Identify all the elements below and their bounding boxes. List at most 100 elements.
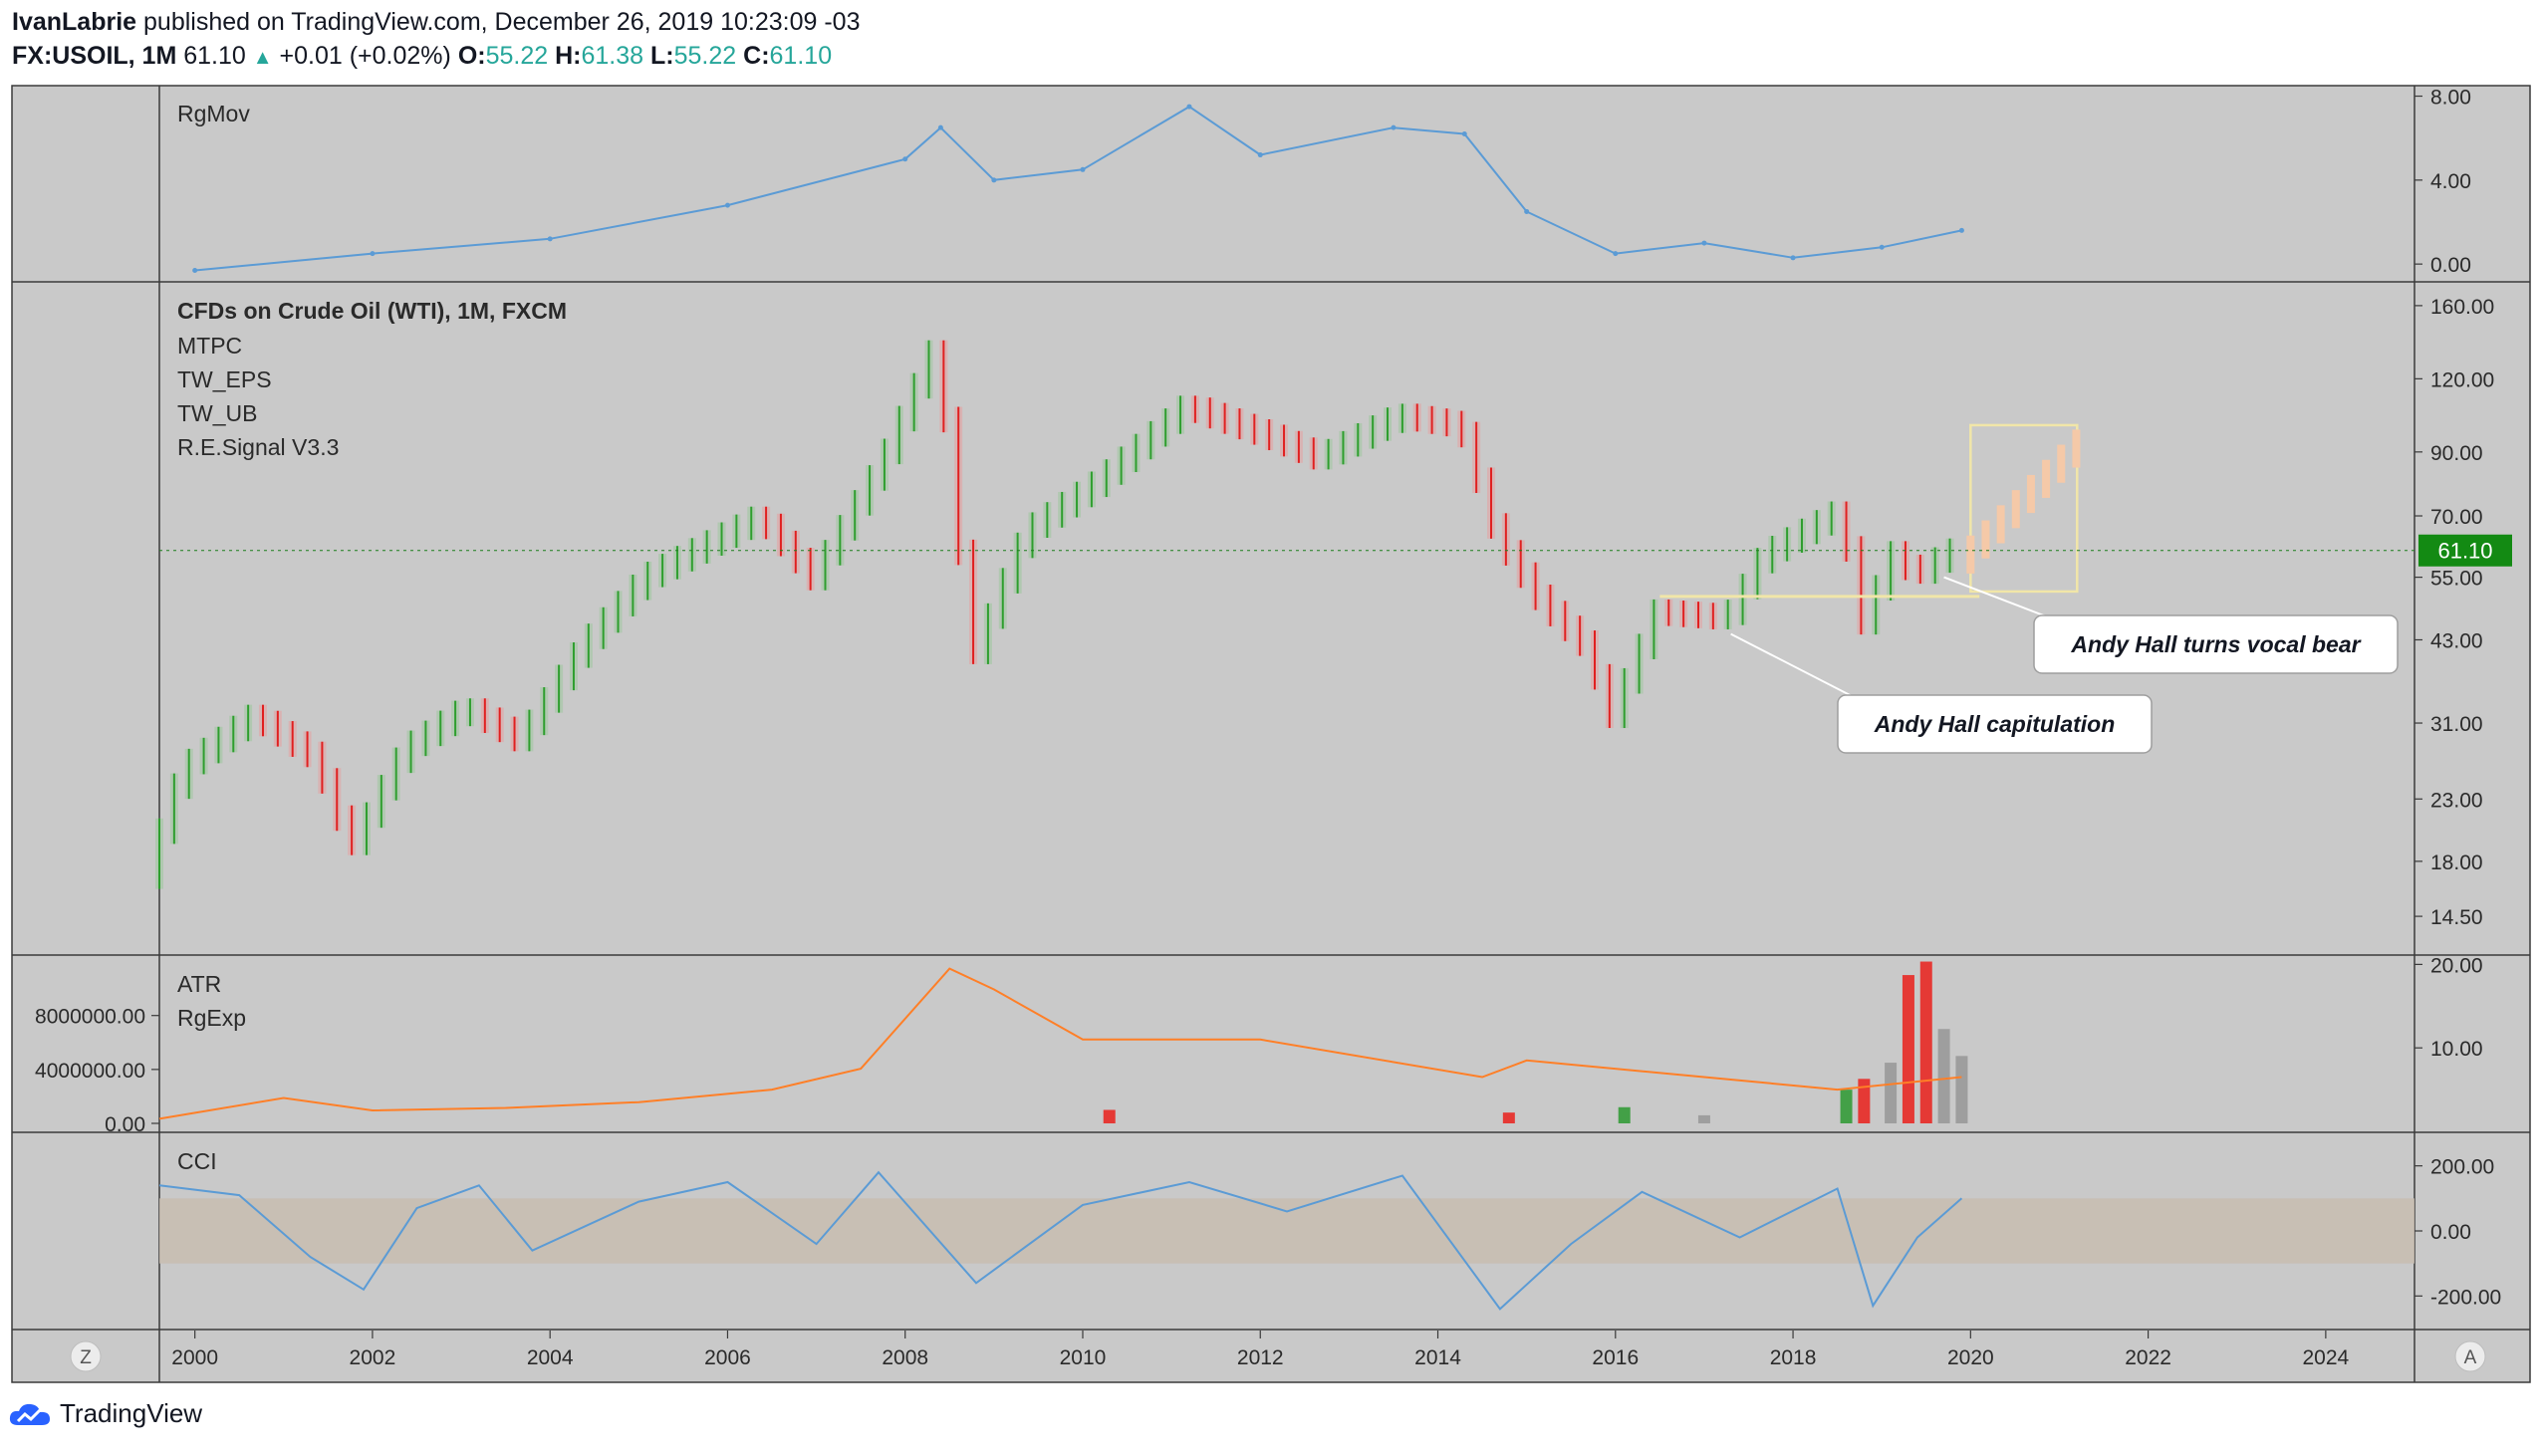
rgmov-point (991, 177, 997, 183)
up-arrow-icon: ▲ (252, 47, 273, 69)
price-y-tick: 160.00 (2430, 296, 2494, 319)
last-price-badge (2418, 534, 2512, 567)
rgmov-point (1524, 208, 1530, 214)
symbol-label[interactable]: FX:USOIL, 1M (12, 42, 177, 70)
x-tick-label: 2012 (1237, 1346, 1284, 1369)
atr-right-tick: 20.00 (2430, 954, 2483, 977)
rgmov-point (1701, 240, 1707, 246)
x-tick-label: 2004 (527, 1346, 574, 1369)
atr-volume-bar (1502, 1112, 1515, 1123)
x-tick-label: 2020 (1947, 1346, 1994, 1369)
atr-left-tick: 0.00 (105, 1113, 145, 1136)
low-label: L: (650, 42, 674, 70)
x-tick-label: 2016 (1592, 1346, 1639, 1369)
atr-volume-bar (1955, 1056, 1968, 1123)
rgmov-point (1186, 104, 1192, 110)
zoom-button[interactable] (70, 1340, 102, 1372)
close-label: C: (743, 42, 770, 70)
author-name[interactable]: IvanLabrie (12, 8, 137, 36)
forecast-bar (2072, 429, 2081, 468)
rgmov-point (1461, 130, 1467, 136)
annotation-text: Andy Hall capitulation (1874, 711, 2116, 737)
annotation-pointer (1730, 632, 1859, 700)
annotation-callout (1837, 694, 2153, 754)
panel-legend-label: CCI (177, 1148, 217, 1174)
tradingview-cloud-icon (9, 1403, 50, 1425)
price-y-tick: 23.00 (2430, 789, 2483, 812)
panel-legend-label: R.E.Signal V3.3 (177, 434, 339, 460)
atr-volume-bar (1858, 1079, 1871, 1123)
x-tick-label: 2024 (2303, 1346, 2350, 1369)
atr-series-line (158, 967, 1962, 1120)
x-tick-label: 2014 (1414, 1346, 1461, 1369)
rgmov-point (1879, 244, 1885, 250)
open-label: O: (457, 42, 486, 70)
footer-brand-label[interactable]: TradingView (60, 1398, 203, 1428)
panel-legend-label: TW_UB (177, 400, 258, 426)
cci-series-line (158, 1170, 1963, 1311)
high-label: H: (555, 42, 582, 70)
cci-band (159, 1198, 2415, 1264)
atr-right-tick: 10.00 (2430, 1038, 2483, 1061)
x-tick-label: 2002 (350, 1346, 396, 1369)
atr-volume-bar (1103, 1109, 1116, 1123)
rgmov-point (724, 202, 730, 208)
rgmov-y-tick: 4.00 (2430, 170, 2471, 193)
atr-left-tick: 4000000.00 (35, 1060, 145, 1083)
atr-volume-bar (1902, 975, 1914, 1123)
x-tick-label: 2000 (171, 1346, 218, 1369)
panel-legend-label: TW_EPS (177, 366, 272, 392)
forecast-box (1969, 423, 2079, 594)
rgmov-point (1958, 227, 1964, 233)
rgmov-point (547, 236, 553, 242)
panel-title: CFDs on Crude Oil (WTI), 1M, FXCM (177, 298, 567, 324)
autoscale-button[interactable] (2454, 1340, 2486, 1372)
publish-info: IvanLabrie published on TradingView.com,… (12, 8, 860, 37)
forecast-bar (2042, 459, 2051, 498)
forecast-bar (2057, 444, 2066, 483)
price-change: +0.01 (+0.02%) (279, 42, 451, 70)
last-price-badge-text: 61.10 (2437, 539, 2492, 564)
high-value: 61.38 (581, 42, 644, 70)
zoom-button-label[interactable]: Z (80, 1347, 92, 1368)
low-value: 55.22 (673, 42, 737, 70)
x-tick-label: 2010 (1060, 1346, 1107, 1369)
annotation-callout (2033, 614, 2399, 674)
atr-volume-bar (1919, 961, 1932, 1123)
price-y-tick: 31.00 (2430, 713, 2483, 736)
autoscale-button-label[interactable]: A (2464, 1347, 2477, 1368)
forecast-bar (2011, 490, 2020, 529)
x-tick-label: 2006 (704, 1346, 751, 1369)
price-y-tick: 43.00 (2430, 629, 2483, 652)
rgmov-point (902, 156, 908, 162)
chart-canvas[interactable]: RgMov 8.00 4.00 0.00 CFDs on Crude Oil (WTI)… (0, 0, 2542, 1394)
panel-legend-label: MTPC (177, 333, 242, 359)
atr-volume-bar (1937, 1029, 1950, 1123)
publish-text: published on TradingView.com, December 2… (143, 8, 861, 36)
x-tick-label: 2022 (2125, 1346, 2171, 1369)
rgmov-point (937, 124, 943, 130)
forecast-bar (1966, 535, 1975, 574)
forecast-bar (1996, 505, 2005, 544)
atr-volume-bar (1697, 1114, 1710, 1123)
panel-legend-label: RgExp (177, 1005, 246, 1031)
chart-frame (11, 85, 2531, 1383)
rgmov-y-tick: 8.00 (2430, 87, 2471, 110)
cci-y-tick: 0.00 (2430, 1221, 2471, 1244)
cci-y-tick: 200.00 (2430, 1156, 2494, 1179)
panel-legend-label: ATR (177, 971, 221, 997)
rgmov-point (370, 251, 376, 257)
rgmov-series-line (194, 105, 1962, 272)
atr-volume-bar (1885, 1063, 1898, 1123)
open-value: 55.22 (485, 42, 549, 70)
rgmov-point (1257, 152, 1263, 158)
atr-volume-bar (1618, 1106, 1631, 1123)
price-y-tick: 14.50 (2430, 906, 2483, 929)
price-y-tick: 55.00 (2430, 568, 2483, 591)
rgmov-point (1790, 255, 1796, 261)
rgmov-point (1391, 124, 1397, 130)
symbol-info: FX:USOIL, 1M 61.10 ▲ +0.01 (+0.02%) O:55… (12, 42, 832, 71)
rgmov-point (192, 267, 198, 273)
cci-y-tick: -200.00 (2430, 1286, 2501, 1309)
panel-legend-label: RgMov (177, 101, 250, 126)
